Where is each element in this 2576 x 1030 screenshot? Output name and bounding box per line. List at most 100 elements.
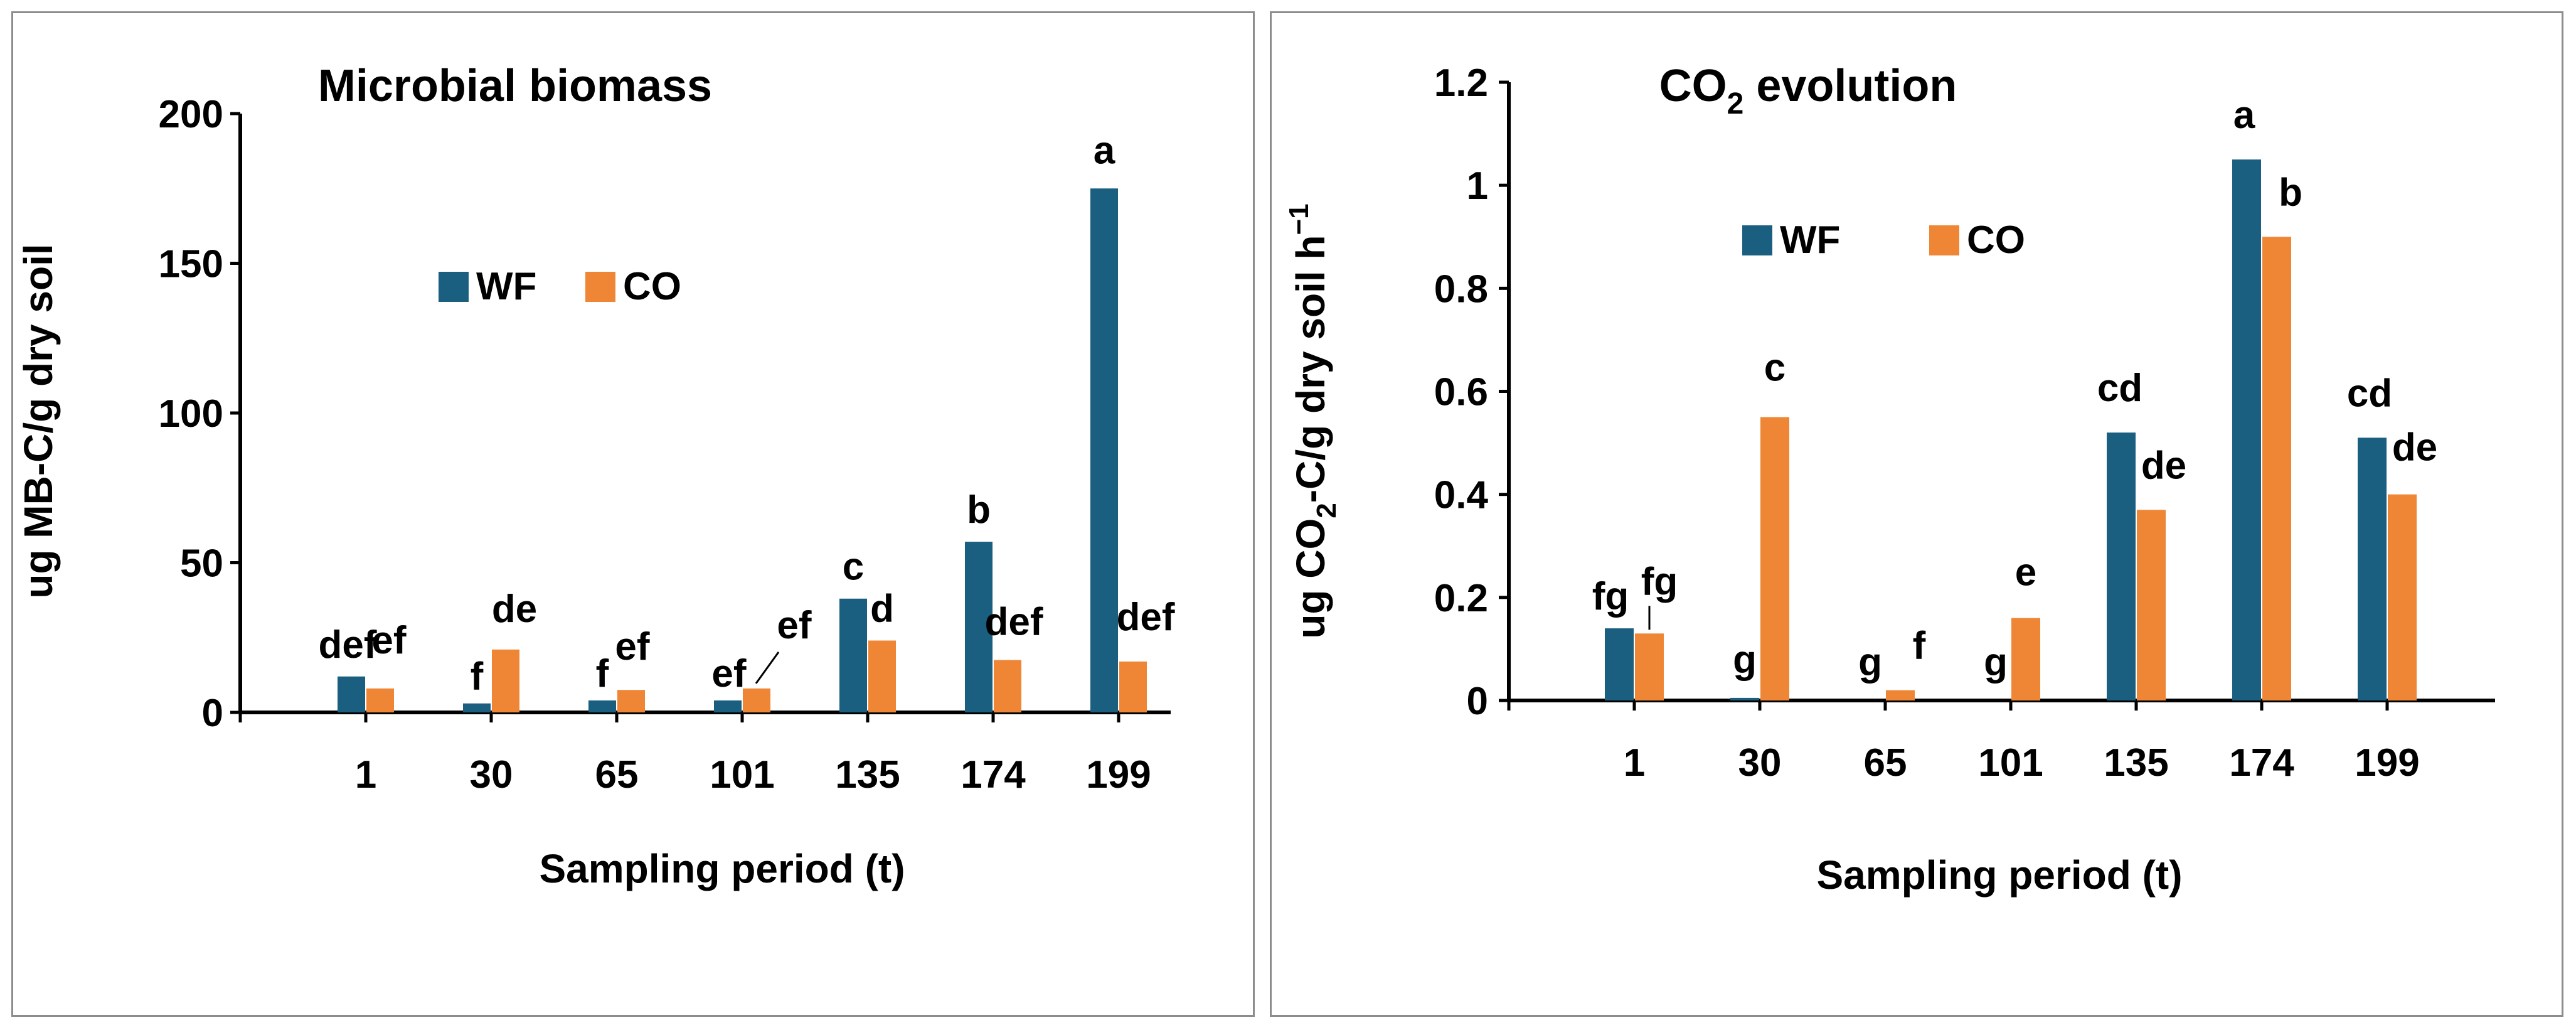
y-tick-label: 0.2	[1434, 577, 1488, 620]
significance-letter-wf: a	[2233, 94, 2255, 137]
title-part-1: CO	[1659, 61, 1727, 111]
x-tick-label: 135	[835, 753, 900, 797]
significance-letter-co: d	[870, 587, 894, 631]
ylabel-part-2: -C/g dry soil h	[1288, 235, 1333, 503]
significance-letter-co: def	[1117, 596, 1175, 639]
legend: WF CO	[439, 265, 681, 308]
significance-letter-wf: g	[1984, 641, 2008, 684]
significance-letter-co: ef	[371, 619, 406, 662]
significance-letter-wf: c	[843, 545, 864, 589]
bar-co-1	[1635, 633, 1664, 700]
significance-letter-co: ef	[777, 604, 811, 647]
legend-swatch-co	[585, 272, 615, 302]
bar-co-101	[743, 688, 770, 712]
significance-letter-wf: cd	[2097, 367, 2142, 410]
significance-letter-co: de	[2392, 426, 2437, 469]
chart-panel-co2-evolution: CO 2 evolution ug CO2-C/g dry soil h−1 Sa…	[1270, 11, 2563, 1017]
bar-co-174	[994, 660, 1021, 712]
bar-wf-174	[965, 542, 993, 712]
bar-co-135	[2137, 510, 2166, 700]
bar-wf-199	[2358, 437, 2387, 700]
bar-co-1	[366, 688, 394, 712]
ylabel-subscript: 2	[1311, 503, 1342, 518]
plot-area: 0501001502001defef30fde65fef101efef135cd…	[159, 93, 1175, 797]
ylabel-superscript: −1	[1284, 203, 1314, 235]
significance-letter-wf: ef	[711, 652, 746, 695]
y-tick-label: 0.8	[1434, 267, 1488, 311]
y-tick-label: 0.6	[1434, 371, 1488, 414]
bar-co-65	[617, 690, 645, 712]
y-tick-label: 1	[1467, 164, 1488, 208]
x-tick-label: 199	[1086, 753, 1151, 797]
y-tick-label: 1.2	[1434, 62, 1488, 105]
x-tick-label: 199	[2355, 741, 2419, 785]
bar-co-174	[2262, 237, 2291, 700]
x-tick-label: 65	[1864, 741, 1907, 785]
significance-letter-wf: g	[1858, 641, 1882, 684]
legend-swatch-wf	[1742, 225, 1772, 255]
significance-letter-co: c	[1764, 346, 1786, 390]
significance-letter-co: fg	[1641, 560, 1678, 603]
chart-panel-microbial-biomass: Microbial biomass ug MB-C/g dry soil Sam…	[11, 11, 1255, 1017]
legend-swatch-wf	[439, 272, 469, 302]
significance-letter-wf: def	[319, 623, 377, 667]
significance-letter-wf: b	[967, 488, 991, 532]
legend: WF CO	[1742, 218, 2025, 262]
ylabel-part-1: ug CO	[1288, 518, 1333, 639]
x-tick-label: 174	[961, 753, 1026, 797]
x-tick-label: 30	[1738, 741, 1782, 785]
y-tick-label: 200	[159, 93, 223, 136]
significance-letter-wf: cd	[2347, 372, 2392, 415]
bar-co-30	[492, 649, 519, 712]
bar-co-30	[1760, 417, 1789, 700]
bar-wf-65	[588, 700, 616, 712]
bar-wf-135	[2107, 432, 2136, 700]
x-tick-label: 101	[1978, 741, 2043, 785]
significance-letter-co: def	[985, 601, 1043, 644]
y-axis-label: ug MB-C/g dry soil	[16, 244, 61, 598]
annotation-leader-line	[755, 651, 780, 684]
significance-letter-wf: g	[1733, 638, 1757, 682]
significance-letter-co: ef	[615, 625, 649, 668]
x-tick-label: 30	[470, 753, 513, 797]
chart-title: Microbial biomass	[318, 61, 712, 111]
title-part-2: evolution	[1743, 61, 1957, 111]
co2-evolution-chart: CO 2 evolution ug CO2-C/g dry soil h−1 Sa…	[1284, 61, 2495, 898]
y-tick-label: 0.4	[1434, 474, 1489, 517]
legend-label-co: CO	[1967, 218, 2025, 262]
bar-co-65	[1886, 690, 1915, 700]
significance-letter-co: e	[2015, 551, 2036, 594]
y-tick-label: 0	[1467, 680, 1488, 723]
bar-wf-1	[338, 676, 365, 712]
legend-label-wf: WF	[1780, 218, 1840, 262]
legend-label-co: CO	[623, 265, 681, 308]
significance-letter-wf: a	[1094, 129, 1115, 172]
x-tick-label: 65	[595, 753, 639, 797]
x-axis-label: Sampling period (t)	[539, 846, 905, 891]
bar-wf-30	[1730, 697, 1759, 700]
x-axis-label: Sampling period (t)	[1816, 852, 2182, 898]
legend-label-wf: WF	[476, 265, 536, 308]
bar-wf-1	[1605, 628, 1634, 700]
significance-letter-co: de	[2141, 444, 2186, 487]
bar-wf-174	[2232, 159, 2261, 700]
significance-letter-co: f	[1913, 625, 1926, 668]
bar-co-199	[1119, 661, 1147, 712]
bar-co-135	[868, 640, 896, 712]
x-tick-label: 135	[2104, 741, 2168, 785]
bar-wf-199	[1090, 188, 1118, 712]
y-axis-label: ug CO2-C/g dry soil h−1	[1284, 203, 1342, 638]
microbial-biomass-chart: Microbial biomass ug MB-C/g dry soil Sam…	[16, 61, 1175, 891]
bar-wf-135	[839, 598, 867, 712]
significance-letter-co: b	[2279, 171, 2302, 214]
x-tick-label: 174	[2229, 741, 2294, 785]
x-tick-label: 101	[710, 753, 774, 797]
y-tick-label: 150	[159, 243, 223, 286]
significance-letter-wf: f	[471, 655, 484, 699]
y-tick-label: 100	[159, 392, 223, 436]
bar-co-101	[2011, 618, 2040, 700]
x-tick-label: 1	[1624, 741, 1645, 785]
bar-wf-30	[463, 703, 491, 712]
bar-co-199	[2388, 494, 2417, 700]
significance-letter-wf: fg	[1592, 575, 1629, 618]
